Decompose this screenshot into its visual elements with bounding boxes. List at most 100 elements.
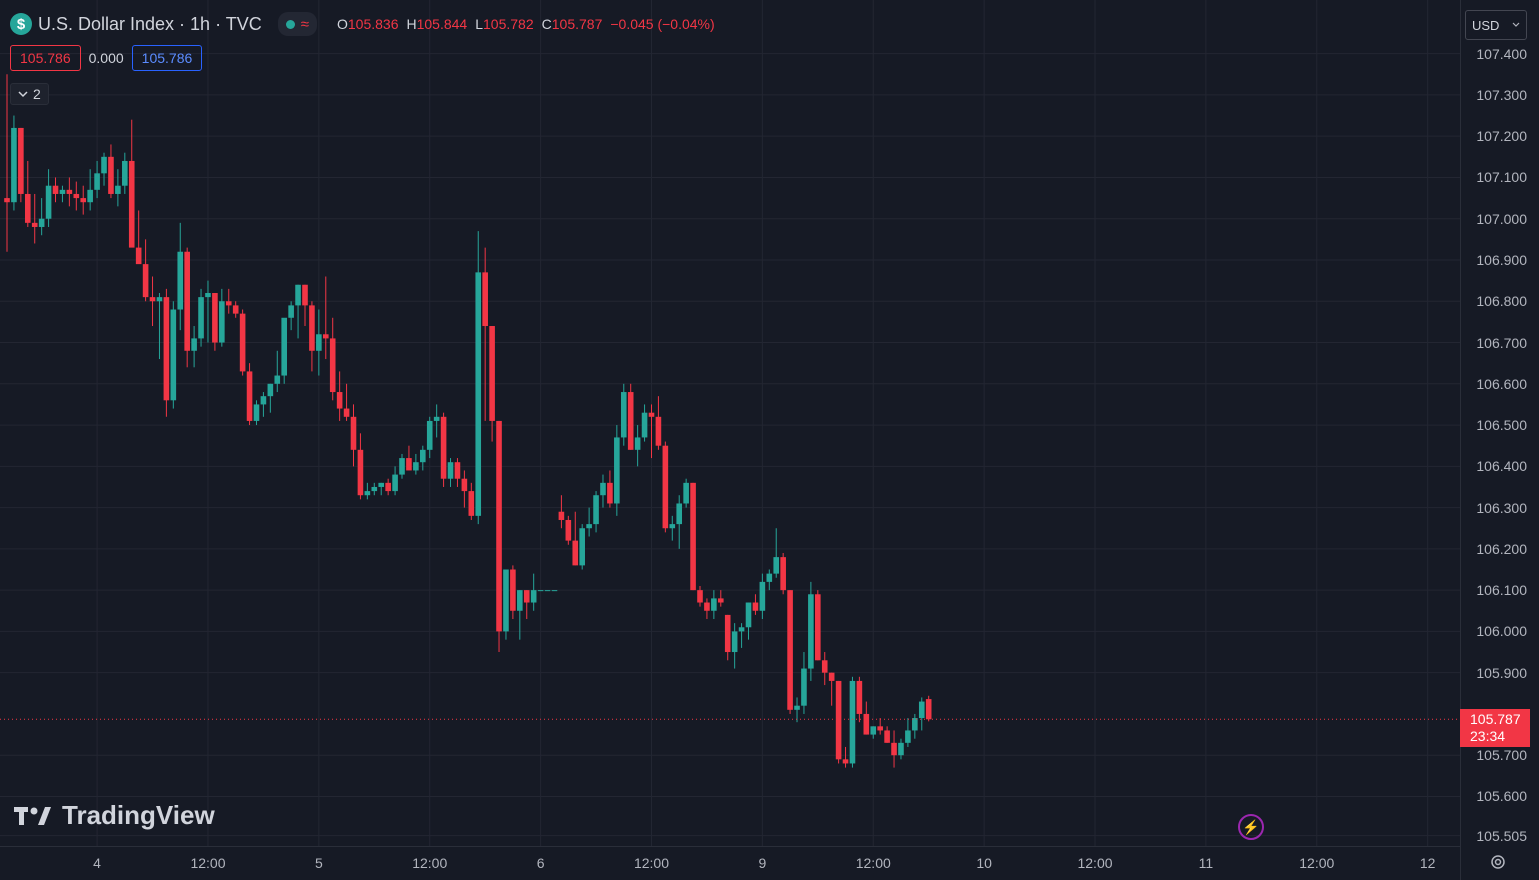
time-tick-label: 12:00 <box>1077 855 1113 871</box>
candle-body <box>697 590 703 603</box>
candle-body <box>752 602 759 611</box>
candle-body <box>863 713 870 735</box>
candle-body <box>45 185 52 219</box>
price-tick-label: 107.200 <box>1476 128 1527 145</box>
spread-value: 0.000 <box>88 50 124 66</box>
buy-price-button[interactable]: 105.786 <box>131 45 203 71</box>
candle-body <box>759 581 766 611</box>
candle-body <box>648 412 655 417</box>
candle-body <box>856 680 863 714</box>
candle-body <box>468 491 475 516</box>
candle-body <box>31 222 38 227</box>
price-tick-label: 107.000 <box>1476 210 1527 227</box>
price-tick-label: 106.600 <box>1476 375 1527 392</box>
candle-body <box>177 251 184 310</box>
high-label: H <box>406 16 417 32</box>
tradingview-logo-icon <box>14 806 51 825</box>
candle-body <box>142 264 149 298</box>
candle-body <box>94 173 100 190</box>
symbol-title[interactable]: U.S. Dollar Index · 1h · TVC <box>38 13 262 34</box>
tradingview-logo[interactable]: TradingView <box>14 800 215 831</box>
candle-body <box>371 486 378 492</box>
candle-body <box>898 742 904 756</box>
time-axis[interactable]: 4 12:00 5 12:00 6 12:00 9 12:00 10 12:00 11 12:00 12 <box>0 846 1460 880</box>
candle-body <box>149 297 156 302</box>
sell-price-button[interactable]: 105.786 <box>10 45 81 71</box>
candle-body <box>184 251 190 351</box>
time-tick-label: 12:00 <box>1299 855 1335 871</box>
candle-body <box>198 297 204 339</box>
candle-body <box>80 198 87 203</box>
candle-body <box>205 293 211 298</box>
candle-body <box>738 627 745 632</box>
price-tick-label: 107.300 <box>1476 86 1527 103</box>
candle-body <box>302 284 308 306</box>
price-tick-label: 106.700 <box>1476 334 1527 351</box>
candle-body <box>821 660 828 673</box>
candle-body <box>503 569 509 632</box>
candle-body <box>496 420 502 632</box>
trade-row: 105.786 0.000 105.786 <box>10 45 203 71</box>
time-tick-label: 9 <box>758 855 767 871</box>
indicators-toggle[interactable]: 2 <box>10 83 49 105</box>
candle-body <box>801 668 807 706</box>
candle-body <box>413 462 419 471</box>
candle-body <box>676 503 683 525</box>
candle-body <box>891 742 897 756</box>
candle-body <box>232 305 239 314</box>
candle-body <box>475 272 482 516</box>
candle-body <box>212 293 218 343</box>
symbol-legend: $ U.S. Dollar Index · 1h · TVC ≈ O105.83… <box>10 12 715 36</box>
wave-icon: ≈ <box>300 15 309 33</box>
candle-body <box>711 598 717 611</box>
candle-body <box>329 338 336 393</box>
candle-body <box>219 301 225 343</box>
candle-body <box>558 511 565 520</box>
time-tick-label: 10 <box>976 855 992 871</box>
candle-body <box>59 189 66 194</box>
candle-body <box>655 416 662 446</box>
candle-body <box>870 726 877 735</box>
ohlc-values: O105.836 H105.844 L105.782 C105.787 −0.0… <box>337 16 715 32</box>
candle-body <box>482 272 488 327</box>
price-axis[interactable]: 107.400 107.300 107.200 107.100 107.000 106.9… <box>1460 0 1539 880</box>
candle-body <box>607 482 613 504</box>
current-price-value: 105.787 <box>1470 711 1521 728</box>
candle-body <box>912 718 918 731</box>
candle-body <box>38 218 45 227</box>
low-value: 105.782 <box>483 16 534 32</box>
candle-body <box>454 462 461 479</box>
candle-body <box>52 185 59 194</box>
candle-body <box>364 491 371 496</box>
candle-body <box>225 301 232 306</box>
lightning-icon[interactable]: ⚡ <box>1238 814 1264 840</box>
candle-body <box>11 127 17 203</box>
candlestick-chart[interactable] <box>0 0 1460 846</box>
time-tick-label: 4 <box>93 855 101 871</box>
price-tick-label: 106.000 <box>1476 623 1527 640</box>
market-status[interactable]: ≈ <box>277 12 317 36</box>
time-tick-label: 11 <box>1198 855 1214 871</box>
candle-body <box>350 416 357 450</box>
indicators-count: 2 <box>33 86 41 102</box>
candle-body <box>461 478 468 492</box>
candle-body <box>773 557 780 574</box>
candle-body <box>731 631 738 653</box>
candle-body <box>274 375 281 384</box>
time-tick-label: 12:00 <box>412 855 448 871</box>
price-tick-label: 106.100 <box>1476 582 1527 599</box>
high-value: 105.844 <box>416 16 468 32</box>
currency-selector[interactable]: USD <box>1465 10 1527 40</box>
candle-body <box>766 573 773 582</box>
candle-body <box>704 602 710 611</box>
candle-body <box>336 392 343 409</box>
settings-icon[interactable] <box>1488 852 1508 872</box>
candle-body <box>641 412 648 438</box>
candle-body <box>440 416 447 479</box>
candle-body <box>108 156 114 194</box>
logo-text: TradingView <box>62 800 215 830</box>
candle-body <box>627 392 634 450</box>
candle-body <box>66 189 73 194</box>
chart-area[interactable] <box>0 0 1460 846</box>
candle-body <box>724 614 731 653</box>
